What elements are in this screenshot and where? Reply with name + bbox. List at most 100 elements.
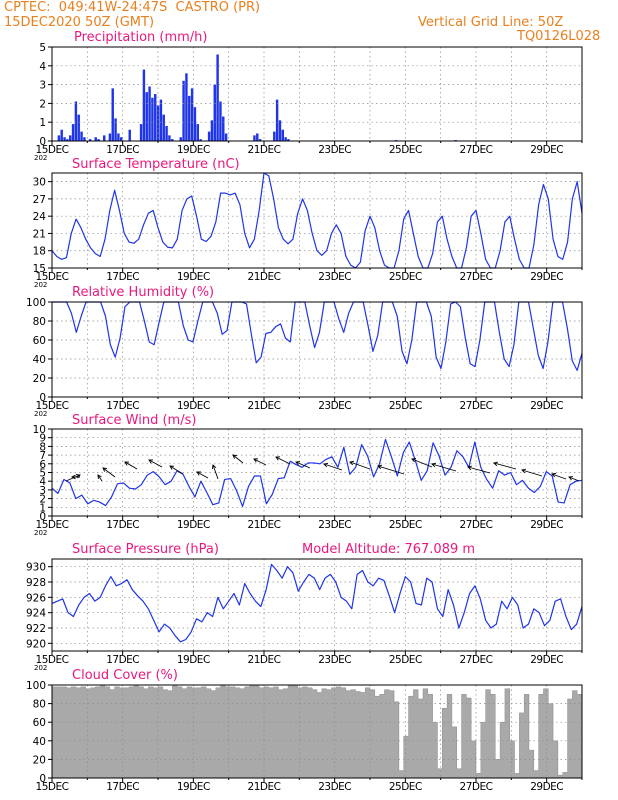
wind-arrow <box>97 474 103 482</box>
precip-bar <box>69 135 72 141</box>
x-tick-label: 21DEC <box>248 144 281 156</box>
wind-arrow-head <box>377 464 383 470</box>
wind-arrow-head <box>169 465 175 470</box>
y-tick-label: 20 <box>33 373 46 385</box>
wind-arrow <box>323 463 343 471</box>
wind-arrow-head <box>493 461 498 467</box>
y-tick-label: 20 <box>33 754 46 766</box>
wind-arrow-head <box>295 461 301 466</box>
y-tick-label: 30 <box>33 177 46 189</box>
y-tick-label: 24 <box>33 211 47 223</box>
precip-bar <box>63 137 66 141</box>
year-label-clipped: 202 <box>34 410 47 418</box>
x-tick-label: 27DEC <box>460 400 493 412</box>
panel-bg <box>52 559 582 651</box>
y-tick-label: 27 <box>33 194 46 206</box>
y-tick-label: 2 <box>39 494 46 506</box>
precip-bar <box>168 135 171 141</box>
wind-arrow <box>102 467 116 478</box>
precip-bar <box>210 120 214 141</box>
precip-bar <box>111 88 114 141</box>
precip-bar <box>284 137 287 141</box>
y-tick-label: 0 <box>39 511 46 523</box>
wind-arrow <box>551 473 567 480</box>
x-tick-label: 19DEC <box>177 271 210 283</box>
wind-arrow <box>521 469 543 477</box>
x-tick-label: 29DEC <box>530 781 563 793</box>
y-tick-label: 0 <box>39 136 46 148</box>
x-tick-label: 25DEC <box>389 271 422 283</box>
precip-bar <box>114 118 117 141</box>
wind-arrow-head <box>568 476 574 481</box>
header-vertical-grid: Vertical Grid Line: 50Z <box>418 15 564 30</box>
wind-arrow <box>232 454 244 464</box>
precip-bar <box>222 116 225 141</box>
precip-bar <box>80 131 83 141</box>
panel-title: Surface Pressure (hPa) <box>72 542 219 557</box>
precip-bar <box>182 80 185 141</box>
precip-bar <box>190 88 194 141</box>
year-label-clipped: 202 <box>34 281 47 289</box>
x-tick-label: 23DEC <box>318 400 351 412</box>
precip-bar <box>66 139 69 141</box>
x-tick-label: 15DEC <box>36 144 69 156</box>
x-tick-label: 19DEC <box>177 781 210 793</box>
precip-bar <box>77 114 80 141</box>
wind-arrow-head <box>323 462 329 468</box>
precip-bar <box>196 124 199 141</box>
y-tick-label: 8 <box>39 441 46 453</box>
precip-bar <box>108 133 112 141</box>
y-tick-label: 5 <box>39 468 46 480</box>
precip-bar <box>179 137 182 141</box>
precip-bar <box>142 69 146 141</box>
y-tick-label: 926 <box>26 592 46 604</box>
precip-bar <box>120 137 123 141</box>
wind-arrow <box>212 464 219 480</box>
panel-bg <box>52 173 582 268</box>
y-tick-label: 100 <box>26 680 46 692</box>
precip-bar <box>213 84 216 141</box>
panel-title: Relative Humidity (%) <box>72 285 214 300</box>
wind-arrow-head <box>196 471 202 476</box>
x-tick-label: 19DEC <box>177 519 210 531</box>
y-tick-label: 80 <box>33 316 46 328</box>
precip-bar <box>139 124 143 141</box>
y-tick-label: 0 <box>39 773 46 785</box>
x-tick-label: 21DEC <box>248 400 281 412</box>
header-model: TQ0126L028 <box>517 29 601 44</box>
x-tick-label: 25DEC <box>389 144 422 156</box>
y-tick-label: 60 <box>33 717 46 729</box>
y-tick-label: 1 <box>39 117 46 129</box>
precip-bar <box>253 135 256 141</box>
precip-bar <box>219 101 222 141</box>
wind-arrow-head <box>232 454 238 459</box>
y-tick-label: 1 <box>39 502 46 514</box>
x-tick-label: 29DEC <box>530 654 563 666</box>
wind-arrow <box>295 461 311 469</box>
x-tick-label: 17DEC <box>106 519 139 531</box>
x-tick-label: 27DEC <box>460 519 493 531</box>
wind-arrow <box>169 465 184 475</box>
y-tick-label: 4 <box>39 61 46 73</box>
x-tick-label: 27DEC <box>460 654 493 666</box>
year-label-clipped: 202 <box>34 154 47 162</box>
x-tick-label: 19DEC <box>177 400 210 412</box>
y-tick-label: 2 <box>39 98 46 110</box>
precip-bar <box>185 73 188 141</box>
x-tick-label: 15DEC <box>36 519 69 531</box>
precip-bar <box>275 99 279 141</box>
wind-arrow-head <box>551 472 557 478</box>
y-tick-label: 9 <box>39 433 46 445</box>
x-tick-label: 25DEC <box>389 519 422 531</box>
wind-arrow-head <box>521 468 527 474</box>
y-tick-label: 80 <box>33 699 46 711</box>
y-tick-label: 6 <box>39 459 46 471</box>
x-tick-label: 23DEC <box>318 519 351 531</box>
header-station: CPTEC: 049:41W-24:47S CASTRO (PR) <box>4 0 261 15</box>
y-tick-label: 10 <box>33 424 46 436</box>
panel-title: Surface Temperature (nC) <box>72 157 240 172</box>
precip-bar <box>128 129 131 141</box>
precip-bar <box>74 101 78 141</box>
precip-bar <box>71 124 75 141</box>
x-tick-label: 23DEC <box>318 654 351 666</box>
